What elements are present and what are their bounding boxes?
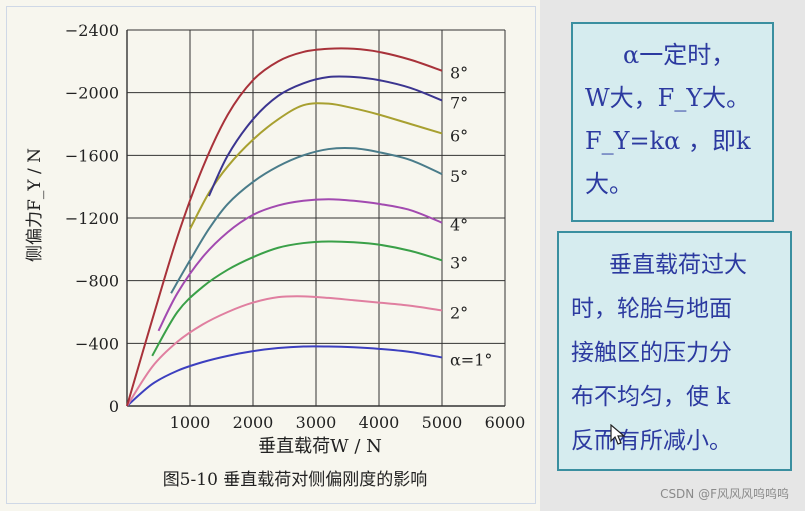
x-tick-label: 5000	[422, 413, 463, 432]
chart-title: 图5-10 垂直载荷对侧偏刚度的影响	[163, 470, 428, 490]
series-line	[170, 146, 443, 294]
series-line	[157, 198, 443, 332]
series-label: 8°	[450, 64, 468, 83]
y-tick-label: −2000	[65, 84, 119, 103]
series-label: 7°	[450, 94, 468, 113]
note2-line: 接触区的压力分	[571, 340, 732, 366]
x-tick-label: 2000	[233, 413, 274, 432]
note1-line: W大，F_Y大。	[585, 84, 751, 112]
y-tick-label: 0	[109, 397, 119, 416]
y-tick-label: −800	[75, 272, 119, 291]
series-label: 2°	[450, 303, 468, 322]
y-tick-label: −400	[75, 334, 119, 353]
series-line	[207, 75, 443, 197]
y-tick-labels: 0 −400 −800 −1200 −1600 −2000 −2400	[65, 21, 119, 416]
series-label: 6°	[450, 126, 468, 145]
series-line	[126, 47, 443, 407]
x-tick-labels: 1000 2000 3000 4000 5000 6000	[170, 413, 526, 432]
series-labels: α=1° 2° 3° 4° 5° 6° 7° 8°	[450, 64, 492, 370]
note1-line: F_Y=kα ，即k	[585, 127, 751, 155]
chart: 0 −400 −800 −1200 −1600 −2000 −2400 1000 2000 30…	[25, 21, 526, 490]
series-label: 4°	[450, 216, 468, 235]
y-tick-label: −2400	[65, 21, 119, 40]
figure-panel	[0, 0, 540, 511]
x-tick-label: 6000	[485, 413, 526, 432]
chart-series	[126, 47, 443, 407]
note1-line: α一定时，	[623, 41, 736, 69]
note2-line: 反而有所减小。	[571, 428, 732, 454]
note2-line: 垂直载荷过大	[609, 252, 747, 278]
y-tick-label: −1200	[65, 209, 119, 228]
watermark: CSDN @F风风风呜呜呜	[660, 487, 789, 501]
mouse-cursor-icon	[610, 424, 626, 445]
series-label: 5°	[450, 167, 468, 186]
x-axis-label: 垂直载荷W / N	[258, 436, 382, 457]
series-line	[151, 240, 443, 357]
series-label: 3°	[450, 253, 468, 272]
figure-border	[6, 6, 536, 504]
note2-line: 布不均匀，使 k	[571, 384, 731, 410]
note1-line: 大。	[585, 170, 633, 198]
x-tick-label: 3000	[296, 413, 337, 432]
x-tick-label: 4000	[359, 413, 400, 432]
note-box-load: 垂直载荷过大 时，轮胎与地面 接触区的压力分 布不均匀，使 k 反而有所减小。	[557, 231, 792, 471]
note-box-alpha: α一定时， W大，F_Y大。 F_Y=kα ，即k 大。	[571, 22, 774, 222]
series-label: α=1°	[450, 350, 492, 369]
series-line	[189, 102, 443, 230]
y-tick-label: −1600	[65, 146, 119, 165]
note2-line: 时，轮胎与地面	[571, 296, 732, 322]
series-line	[126, 295, 443, 407]
chart-grid	[126, 29, 506, 407]
x-tick-label: 1000	[170, 413, 211, 432]
y-axis-label: 侧偏力F_Y / N	[25, 148, 45, 262]
series-line	[126, 345, 443, 407]
